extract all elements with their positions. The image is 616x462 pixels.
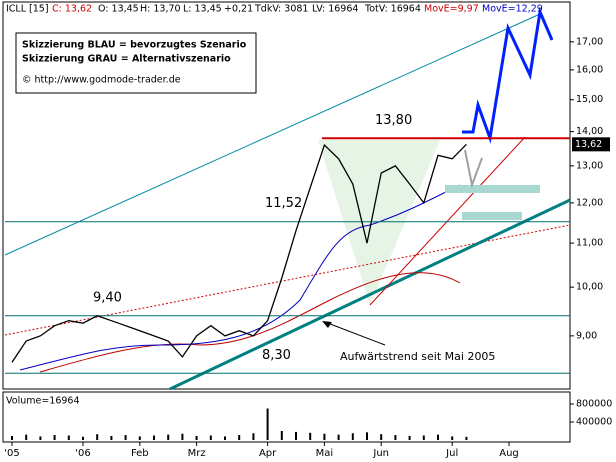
volume-bar: [39, 436, 42, 440]
level-label: 8,30: [262, 348, 291, 363]
volume-bar: [138, 436, 141, 440]
y-tick-label: 14,00: [576, 126, 603, 137]
y-tick-label: 10,00: [576, 282, 603, 293]
header-change: +0,21: [224, 4, 253, 15]
y-tick-label: 12,00: [576, 197, 603, 208]
header-open: O: 13,45: [98, 4, 139, 15]
x-tick-label: Mrz: [188, 448, 206, 459]
volume-bar: [394, 435, 397, 440]
header-lv: LV: 16964: [312, 4, 358, 15]
legend-box: [15, 32, 257, 94]
volume-bar: [309, 432, 312, 440]
volume-bar: [380, 434, 383, 440]
upper-channel: [4, 13, 541, 256]
price-line: [11, 143, 467, 363]
volume-bar: [110, 435, 113, 440]
volume-bar: [195, 435, 198, 440]
volume-bar: [451, 436, 454, 440]
x-tick-label: '06: [75, 448, 90, 459]
triangle-fill: [318, 140, 440, 305]
header: ICLL [15] C: 13,62 O: 13,45 H: 13,70 L: …: [6, 4, 543, 15]
x-tick-label: Apr: [259, 448, 277, 459]
volume-bar: [124, 435, 127, 440]
level-label: 11,52: [265, 196, 302, 211]
volume-panel: [2, 391, 571, 443]
uptrend-line: [169, 198, 571, 391]
annotation-arrowhead: [322, 321, 332, 328]
header-tdkv: TdkV: 3081: [254, 4, 308, 15]
last-price-tag: [572, 137, 610, 152]
volume-bar: [96, 434, 99, 440]
blue-scenario: [462, 6, 554, 144]
volume-bar: [181, 433, 184, 440]
y-tick-label: 11,00: [576, 238, 603, 249]
volume-bar: [238, 435, 241, 440]
zone: [445, 185, 540, 193]
x-tick-label: Feb: [131, 448, 149, 459]
volume-bar: [280, 431, 283, 440]
volume-bar: [53, 435, 56, 440]
header-symbol: ICLL [15]: [6, 4, 49, 15]
level-label: 9,40: [93, 290, 122, 305]
volume-bar: [67, 435, 70, 440]
header-totv: TotV: 16964: [364, 4, 421, 15]
volume-bar: [323, 433, 326, 440]
x-tick-label: Jul: [445, 448, 458, 459]
volume-bar: [465, 436, 468, 440]
volume-bar: [224, 436, 226, 440]
header-high: H: 13,70: [140, 4, 181, 15]
volume-bar: [422, 435, 425, 440]
volume-bar: [25, 434, 28, 440]
y-tick-label: 15,00: [576, 94, 603, 105]
volume-bar: [337, 434, 340, 440]
volume-bar: [11, 435, 13, 440]
volume-bar: [437, 434, 439, 440]
volume-tick-label: 800000: [576, 399, 612, 410]
last-price-label: 13,62: [575, 139, 602, 150]
x-tick-label: '05: [4, 448, 19, 459]
volume-label: Volume=16964: [6, 396, 80, 407]
volume-bar: [153, 435, 155, 440]
volume-bar: [252, 433, 255, 440]
annotation-arrow: [324, 321, 386, 346]
y-tick-label: 17,00: [576, 36, 603, 47]
moving-average-red: [39, 272, 461, 373]
volume-bar: [366, 432, 368, 440]
level-label: 13,80: [375, 113, 412, 128]
annotation: Aufwärtstrend seit Mai 2005: [340, 350, 495, 363]
legend-text: Skizzierung BLAU = bevorzugtes Szenario: [22, 40, 247, 51]
header-move2: MovE=12,29: [482, 4, 543, 15]
volume-bar: [408, 435, 411, 440]
header-low: L: 13,45: [183, 4, 222, 15]
volume-bar: [351, 433, 354, 440]
header-move1: MovE=9,97: [424, 4, 479, 15]
grey-scenario: [464, 149, 483, 189]
volume-bar: [209, 435, 212, 440]
legend-text: © http://www.godmode-trader.de: [22, 75, 181, 86]
zone: [462, 212, 522, 220]
header-close: C: 13,62: [52, 4, 92, 15]
x-tick-label: Mai: [316, 448, 334, 459]
y-tick-label: 16,00: [576, 64, 603, 75]
x-tick-label: Jun: [372, 448, 389, 459]
x-tick-label: Aug: [499, 448, 519, 459]
volume-bar: [82, 436, 84, 440]
volume-tick-label: 400000: [576, 417, 612, 428]
volume-bar: [167, 434, 170, 440]
y-tick-label: 9,00: [576, 330, 597, 341]
moving-average-blue: [19, 184, 461, 371]
triangle-support: [369, 136, 526, 306]
legend-text: Skizzierung GRAU = Alternativszenario: [22, 54, 231, 65]
volume-bar: [295, 431, 297, 440]
y-tick-label: 13,00: [576, 160, 603, 171]
volume-bar: [266, 408, 269, 440]
